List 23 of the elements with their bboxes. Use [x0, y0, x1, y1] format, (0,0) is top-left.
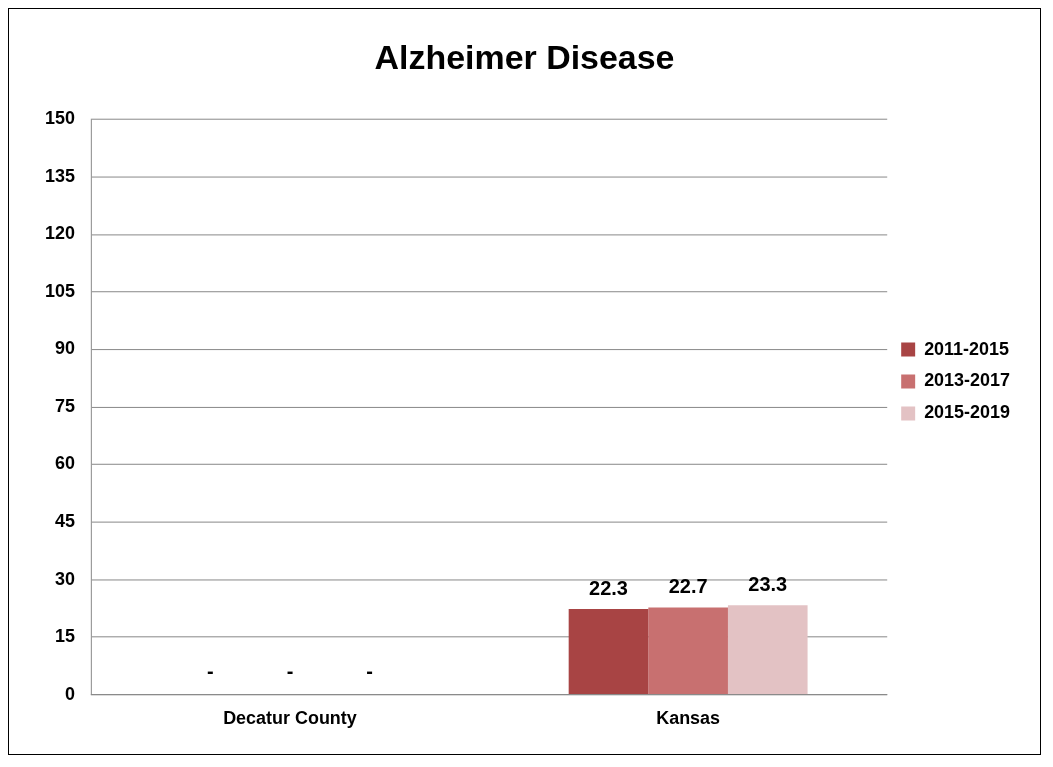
data-label: 22.3: [589, 576, 628, 599]
y-tick-label: 90: [54, 338, 75, 359]
y-tick-label: 45: [54, 511, 75, 531]
text: -: [286, 660, 294, 683]
y-tick-label: 30: [54, 568, 75, 589]
legend-label: 2013-2017: [924, 370, 1010, 391]
legend-label: 2015-2019: [924, 402, 1010, 423]
data-label: 23.3: [748, 572, 788, 595]
chart-title: Alzheimer Disease: [374, 37, 675, 76]
x-tick-label: Kansas: [656, 708, 721, 729]
y-tick-label: 135: [44, 165, 75, 186]
data-label: 22.7: [668, 575, 708, 598]
y-tick-label: 0: [64, 683, 75, 704]
y-tick-label: 60: [54, 453, 75, 474]
legend-label: 2011-2015: [924, 338, 1009, 359]
y-tick-label: 120: [44, 223, 75, 244]
text: -: [207, 660, 214, 683]
text: -: [366, 660, 373, 683]
y-tick-label: 105: [44, 280, 75, 301]
y-tick-label: 15: [54, 626, 75, 647]
y-tick-label: 150: [44, 108, 75, 129]
y-tick-label: 75: [54, 395, 75, 416]
x-tick-label: Decatur County: [223, 708, 357, 729]
